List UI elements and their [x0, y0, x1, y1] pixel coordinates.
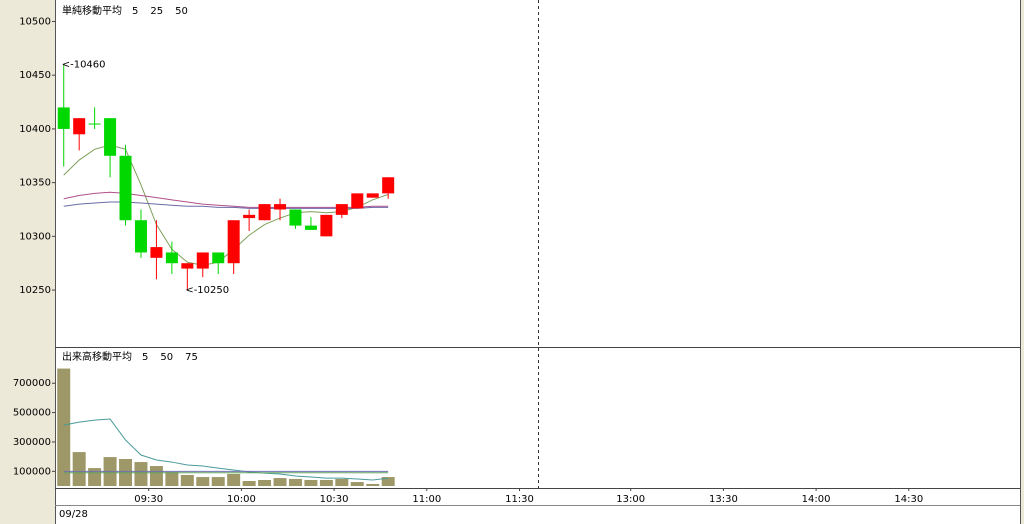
annotation: <-10250 — [185, 285, 229, 296]
candle-body — [351, 193, 364, 209]
volume-bar — [335, 478, 349, 486]
volume-bar — [319, 479, 333, 486]
candle-body — [227, 220, 240, 264]
volume-bar — [350, 482, 364, 486]
volume-bar — [366, 483, 380, 486]
y-tick-label: 100000 — [13, 466, 51, 477]
candle-body — [212, 252, 225, 264]
candle-body — [150, 247, 163, 258]
ma-line — [63, 418, 389, 481]
legend-entry: 5 — [142, 352, 148, 363]
candle-body — [366, 193, 379, 198]
volume-bar — [288, 478, 302, 486]
volume-bar — [258, 479, 272, 486]
x-tick-label: 14:00 — [802, 494, 831, 505]
ma-line — [63, 191, 389, 208]
date-label: 09/28 — [59, 509, 88, 520]
y-tick-label: 10500 — [19, 16, 51, 27]
candle-body — [320, 214, 333, 237]
candle-body — [289, 209, 302, 226]
volume-bar — [227, 473, 241, 486]
legend-entry: 75 — [185, 352, 198, 363]
volume-bar — [242, 481, 256, 486]
volume-bar — [211, 477, 225, 486]
candle-body — [73, 118, 86, 135]
candle-body — [335, 204, 348, 215]
y-tick-label: 10250 — [19, 285, 51, 296]
legend-entry: 5 — [132, 6, 138, 17]
x-tick-label: 10:30 — [320, 494, 349, 505]
y-tick-label: 10450 — [19, 70, 51, 81]
volume-bar — [304, 479, 318, 486]
x-tick-label: 13:30 — [709, 494, 738, 505]
volume-bar — [72, 452, 86, 486]
candle-body — [243, 214, 256, 219]
y-tick-label: 300000 — [13, 437, 51, 448]
y-tick-label: 700000 — [13, 378, 51, 389]
volume-bar — [134, 462, 148, 486]
candle-body — [258, 204, 271, 221]
candle-body — [304, 225, 317, 230]
legend-title: 出来高移動平均 — [62, 350, 132, 363]
y-tick-label: 10300 — [19, 231, 51, 242]
y-tick-label: 10400 — [19, 124, 51, 135]
volume-bar — [196, 477, 210, 486]
ma-line — [63, 144, 389, 266]
candle-body — [181, 263, 194, 269]
legend-entry: 50 — [175, 6, 188, 17]
legend-entry: 50 — [160, 352, 173, 363]
y-tick-label: 500000 — [13, 408, 51, 419]
volume-bar — [165, 472, 179, 486]
annotation: <-10460 — [62, 59, 106, 70]
y-tick-label: 10350 — [19, 178, 51, 189]
volume-bar — [273, 478, 287, 486]
candle-body — [104, 118, 117, 156]
candle-body — [274, 204, 287, 210]
candle-body — [119, 155, 132, 221]
candle-body — [196, 252, 209, 269]
ma-line — [63, 201, 389, 209]
x-tick-label: 11:00 — [412, 494, 441, 505]
volume-bar — [88, 468, 102, 486]
legend-title: 単純移動平均 — [62, 4, 122, 17]
candle-body — [57, 107, 70, 129]
volume-bar — [149, 466, 163, 486]
x-tick-label: 09:30 — [134, 494, 163, 505]
x-tick-label: 14:30 — [894, 494, 923, 505]
volume-bar — [57, 368, 71, 486]
axis-strip — [0, 0, 55, 524]
x-tick-label: 10:00 — [227, 494, 256, 505]
candle-body — [382, 177, 395, 194]
candle-body — [88, 123, 101, 125]
candle-body — [165, 252, 178, 264]
volume-bar — [381, 477, 395, 486]
right-strip — [1020, 0, 1024, 524]
x-tick-label: 11:30 — [505, 494, 534, 505]
volume-bar — [180, 474, 194, 486]
legend-entry: 25 — [150, 6, 163, 17]
candle-body — [134, 220, 147, 253]
x-tick-label: 13:00 — [616, 494, 645, 505]
